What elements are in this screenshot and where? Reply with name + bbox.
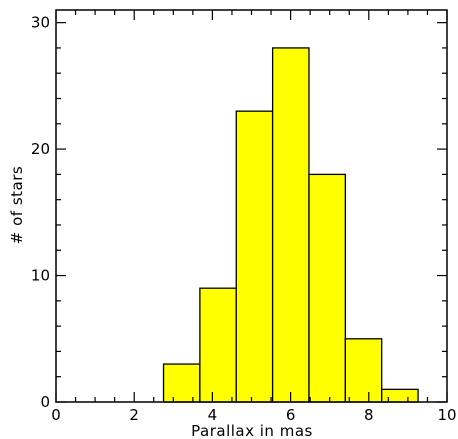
y-tick-labels: 0 10 20 30 <box>31 14 50 411</box>
y-tick-label: 10 <box>31 267 50 285</box>
x-axis-label: Parallax in mas <box>191 422 313 439</box>
histogram-bar <box>199 287 237 403</box>
histogram-bar <box>271 47 310 403</box>
x-tick-label: 4 <box>208 406 218 424</box>
y-tick-label: 20 <box>31 140 50 158</box>
x-tick-label: 10 <box>437 406 456 424</box>
axis-ticks <box>55 10 448 403</box>
x-tick-label: 2 <box>129 406 139 424</box>
histogram-bar <box>344 338 383 403</box>
x-tick-label: 8 <box>364 406 374 424</box>
y-axis-label: # of stars <box>8 166 26 244</box>
x-tick-label: 0 <box>51 406 61 424</box>
histogram-bar <box>162 363 201 403</box>
histogram-bar <box>308 173 346 403</box>
histogram-bar <box>381 388 419 403</box>
x-tick-label: 6 <box>286 406 296 424</box>
y-tick-label: 0 <box>40 393 50 411</box>
x-tick-labels: 0 2 4 6 8 10 <box>51 406 456 424</box>
histogram-bar <box>235 110 274 403</box>
histogram-bars <box>162 47 419 403</box>
y-tick-label: 30 <box>31 14 50 32</box>
